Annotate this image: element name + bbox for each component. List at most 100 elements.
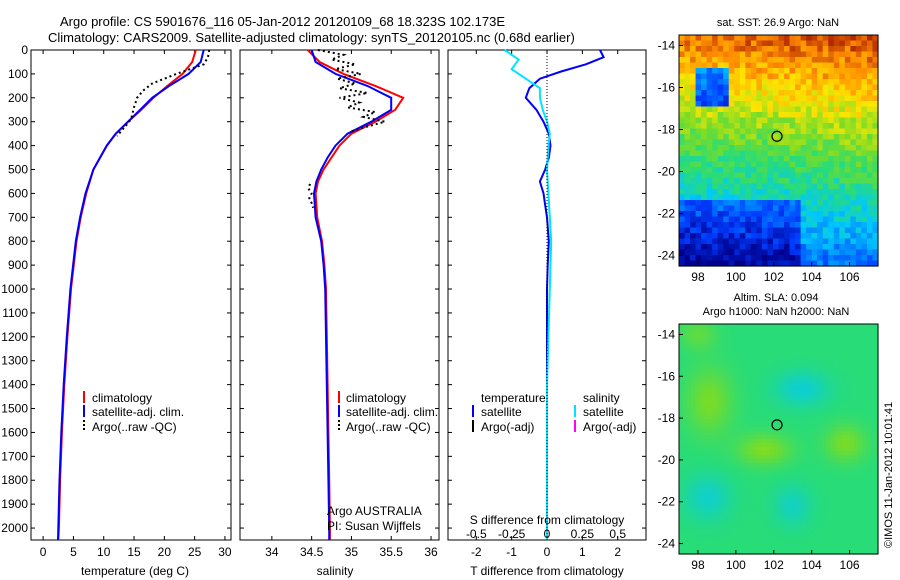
map-cell [782, 431, 788, 436]
map-cell [730, 538, 736, 543]
map-cell [794, 324, 799, 329]
map-cell [695, 51, 702, 58]
map-cell [874, 423, 879, 428]
map-cell [694, 478, 700, 484]
map-cell [701, 51, 708, 58]
map-cell [726, 466, 732, 472]
map-cell [806, 106, 813, 113]
map-cell [690, 216, 697, 223]
map-cell [698, 367, 704, 373]
map-cell [695, 167, 702, 174]
map-cell [738, 335, 744, 341]
map-cell [726, 371, 732, 377]
map-cell [770, 347, 776, 353]
map-cell [722, 518, 728, 523]
map-cell [806, 431, 811, 436]
map-cell [734, 407, 740, 412]
map-cell [778, 200, 785, 207]
map-cell [722, 355, 728, 361]
map-cell [810, 411, 815, 416]
map-cell [802, 335, 807, 341]
map-cell [798, 423, 803, 428]
map-cell [790, 534, 796, 539]
x-tick-label: 0 [544, 545, 551, 559]
map-cell [839, 46, 846, 53]
map-cell [798, 538, 803, 543]
map-cell [717, 123, 724, 130]
map-cell [870, 458, 875, 464]
map-cell [702, 339, 708, 345]
map-cell [850, 375, 855, 381]
x-tick-label: 104 [802, 270, 822, 284]
map-cell [790, 427, 796, 432]
map-cell [795, 222, 802, 229]
map-cell [750, 526, 756, 531]
map-cell [833, 40, 840, 47]
map-cell [750, 68, 757, 75]
map-cell [698, 371, 704, 377]
map-cell [756, 62, 763, 69]
map-cell [834, 387, 839, 393]
map-cell [795, 189, 802, 196]
map-cell [822, 123, 829, 130]
sla-map: 98 100 102 104 106-14-16-18-20-22-24 [658, 324, 879, 572]
map-cell [830, 506, 835, 511]
map-cell [872, 178, 879, 185]
map-cell [690, 415, 696, 420]
map-cell [822, 200, 829, 207]
map-cell [762, 407, 768, 412]
map-cell [712, 79, 719, 86]
map-cell [810, 502, 815, 508]
map-cell [874, 375, 879, 381]
t-difference-axis-title: T difference from climatology [470, 564, 624, 578]
map-cell [698, 442, 704, 448]
map-cell [778, 211, 785, 218]
map-cell [730, 407, 736, 412]
map-cell [790, 403, 796, 408]
map-cell [694, 510, 700, 515]
map-cell [770, 351, 776, 357]
map-cell [858, 431, 863, 436]
map-cell [679, 498, 684, 504]
map-cell [861, 205, 868, 212]
map-cell [854, 514, 859, 519]
map-cell [830, 343, 835, 349]
map-cell [870, 446, 875, 452]
map-cell [806, 68, 813, 75]
map-cell [717, 172, 724, 179]
map-cell [770, 514, 776, 519]
map-cell [706, 211, 713, 218]
map-cell [762, 339, 768, 345]
map-cell [861, 90, 868, 97]
map-cell [874, 454, 879, 460]
map-cell [774, 542, 780, 547]
map-cell [806, 446, 811, 452]
map-cell [817, 205, 824, 212]
map-cell [730, 478, 736, 484]
map-cell [846, 478, 851, 484]
map-cell [690, 112, 697, 119]
map-cell [838, 339, 843, 345]
map-cell [846, 351, 851, 357]
map-cell [866, 145, 874, 152]
map-cell [770, 339, 776, 345]
map-cell [795, 211, 802, 218]
map-cell [794, 470, 799, 476]
map-cell [694, 454, 700, 460]
map-cell [778, 522, 784, 527]
map-cell [698, 431, 704, 436]
map-cell [838, 498, 843, 504]
map-cell [712, 112, 719, 119]
map-cell [698, 446, 704, 452]
map-cell [838, 387, 843, 393]
map-cell [722, 335, 728, 341]
map-cell [858, 415, 863, 420]
map-cell [800, 73, 807, 80]
map-cell [761, 183, 769, 190]
map-cell [814, 435, 819, 440]
map-cell [774, 466, 780, 472]
map-cell [750, 324, 756, 329]
map-cell [789, 134, 796, 141]
map-cell [850, 351, 855, 357]
map-cell [818, 450, 823, 456]
